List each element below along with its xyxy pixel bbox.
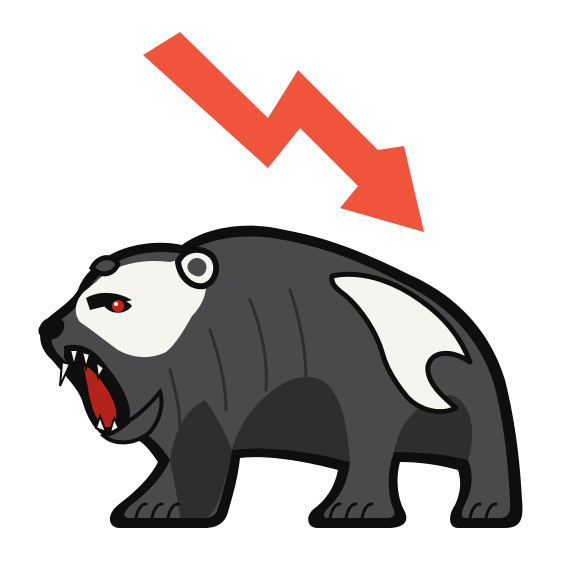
bear-brow: [86, 292, 132, 310]
bear-ear-small: [88, 255, 121, 277]
bear-ear-inner: [187, 258, 207, 277]
bear-fur-lines: [168, 288, 308, 432]
down-trend-arrow-icon: [143, 32, 424, 232]
bear-mouth-inside: [84, 364, 117, 428]
bear-front-leg-shadow: [170, 400, 232, 518]
bear-jaw: [99, 387, 164, 445]
bear-teeth: [59, 349, 122, 434]
bear-leg-shadow: [232, 376, 350, 462]
bear-nose: [38, 317, 65, 340]
bear-back-fur-patch: [329, 271, 473, 415]
bear-head-fur: [75, 260, 207, 358]
bear-claws: [134, 502, 498, 520]
bear-eye-icon: [104, 300, 132, 313]
roaring-bear-icon: [38, 225, 523, 528]
